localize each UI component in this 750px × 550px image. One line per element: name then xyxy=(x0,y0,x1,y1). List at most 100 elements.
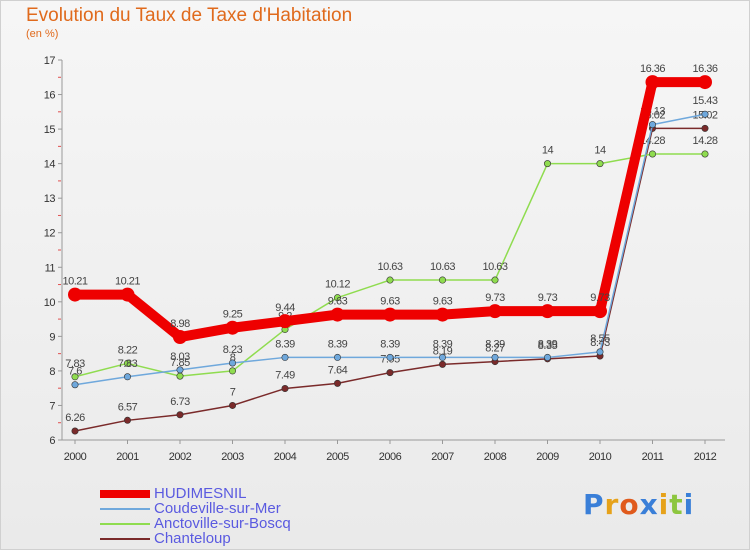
data-label: 9.63 xyxy=(433,296,453,308)
legend-swatch xyxy=(100,523,150,525)
x-tick-label: 2005 xyxy=(326,451,349,463)
data-point xyxy=(124,359,132,367)
data-label: 14 xyxy=(542,145,554,157)
data-point xyxy=(488,304,502,319)
data-label: 6.26 xyxy=(65,412,85,424)
x-tick-label: 2008 xyxy=(484,451,507,463)
data-point xyxy=(491,353,499,361)
data-point xyxy=(698,75,712,90)
data-label: 6.73 xyxy=(170,396,190,408)
data-label: 10.63 xyxy=(430,261,455,273)
y-tick-label: 10 xyxy=(44,297,56,309)
data-label: 9.73 xyxy=(538,292,558,304)
data-label: 7.85 xyxy=(170,357,190,369)
y-tick-label: 13 xyxy=(44,193,56,205)
data-point xyxy=(701,124,709,132)
data-label: 8.23 xyxy=(223,344,243,356)
data-label: 15.43 xyxy=(692,95,717,107)
x-tick-label: 2003 xyxy=(221,451,244,463)
data-label: 7.83 xyxy=(118,358,138,370)
data-point xyxy=(648,150,656,158)
data-point xyxy=(330,307,345,322)
data-point xyxy=(438,276,446,284)
x-tick-label: 2004 xyxy=(274,451,297,463)
data-point xyxy=(333,379,341,387)
data-point xyxy=(491,276,499,284)
legend-swatch xyxy=(100,508,150,510)
data-point xyxy=(596,160,604,168)
data-point xyxy=(438,353,446,361)
data-point xyxy=(71,381,79,389)
y-tick-label: 11 xyxy=(45,262,56,274)
data-point xyxy=(281,385,289,393)
data-label: 8.39 xyxy=(538,338,558,350)
data-label: 8.55 xyxy=(590,333,610,345)
data-point xyxy=(281,353,289,361)
data-label: 8.39 xyxy=(433,338,453,350)
data-label: 16.36 xyxy=(640,63,665,75)
data-point xyxy=(383,307,397,322)
data-point xyxy=(229,367,237,375)
brand-letter: t xyxy=(669,488,684,521)
y-tick-label: 15 xyxy=(44,124,56,136)
legend-label: Anctoville-sur-Boscq xyxy=(154,515,291,532)
line-chart: 6 7 8 9 10 11 12 13 14 15 16 17 2000 2001 2002 2003 2004… xyxy=(44,55,725,463)
y-tick-label: 7 xyxy=(49,400,55,412)
data-label: 8.39 xyxy=(485,338,505,350)
data-label: 8.43 xyxy=(590,337,610,349)
data-label: 8.35 xyxy=(538,340,558,352)
data-label: 14.28 xyxy=(692,135,717,147)
data-label: 8.19 xyxy=(433,345,453,357)
data-point xyxy=(176,372,184,380)
data-point xyxy=(124,373,132,381)
x-tick-label: 2012 xyxy=(694,451,717,463)
legend-swatch xyxy=(100,538,150,540)
data-point xyxy=(593,304,607,319)
legend-label: HUDIMESNIL xyxy=(154,485,247,502)
data-label: 8.03 xyxy=(170,351,190,363)
data-label: 10.63 xyxy=(482,261,507,273)
data-point xyxy=(176,411,184,419)
data-point xyxy=(540,304,555,319)
legend-label: Coudeville-sur-Mer xyxy=(154,500,281,517)
data-label: 16.36 xyxy=(692,63,717,75)
y-tick-label: 6 xyxy=(49,435,55,447)
data-label: 9.25 xyxy=(223,309,243,321)
brand-letter: o xyxy=(619,488,640,521)
data-label: 9.63 xyxy=(380,296,400,308)
data-point xyxy=(71,373,79,381)
x-tick-label: 2009 xyxy=(536,451,559,463)
data-label: 10.63 xyxy=(377,261,402,273)
chart-title: Evolution du Taux de Taxe d'Habitation xyxy=(26,5,353,26)
data-point xyxy=(225,320,240,335)
data-label: 14 xyxy=(594,145,606,157)
data-label: 7.83 xyxy=(65,358,85,370)
data-point xyxy=(120,287,135,302)
data-point xyxy=(701,110,709,118)
data-label: 10.21 xyxy=(62,276,87,288)
data-point xyxy=(648,121,656,129)
data-point xyxy=(124,416,132,424)
y-tick-label: 17 xyxy=(44,55,56,67)
data-label: 7 xyxy=(230,386,236,398)
y-tick-label: 9 xyxy=(49,331,55,343)
data-label: 9.73 xyxy=(590,292,610,304)
data-point xyxy=(333,353,341,361)
x-tick-label: 2011 xyxy=(642,451,664,463)
data-point xyxy=(333,294,341,302)
y-tick-label: 16 xyxy=(44,90,56,102)
x-tick-label: 2006 xyxy=(379,451,402,463)
data-point xyxy=(386,353,394,361)
legend-swatch xyxy=(100,490,150,498)
data-label: 14.28 xyxy=(640,135,665,147)
data-label: 8.98 xyxy=(170,318,190,330)
data-label: 10.12 xyxy=(325,279,350,291)
data-point xyxy=(278,314,292,329)
data-point xyxy=(435,307,450,322)
data-point xyxy=(386,276,394,284)
x-tick-label: 2010 xyxy=(589,451,612,463)
data-label: 7.6 xyxy=(68,366,82,378)
data-label: 8 xyxy=(230,352,236,364)
data-label: 8.22 xyxy=(118,344,138,356)
